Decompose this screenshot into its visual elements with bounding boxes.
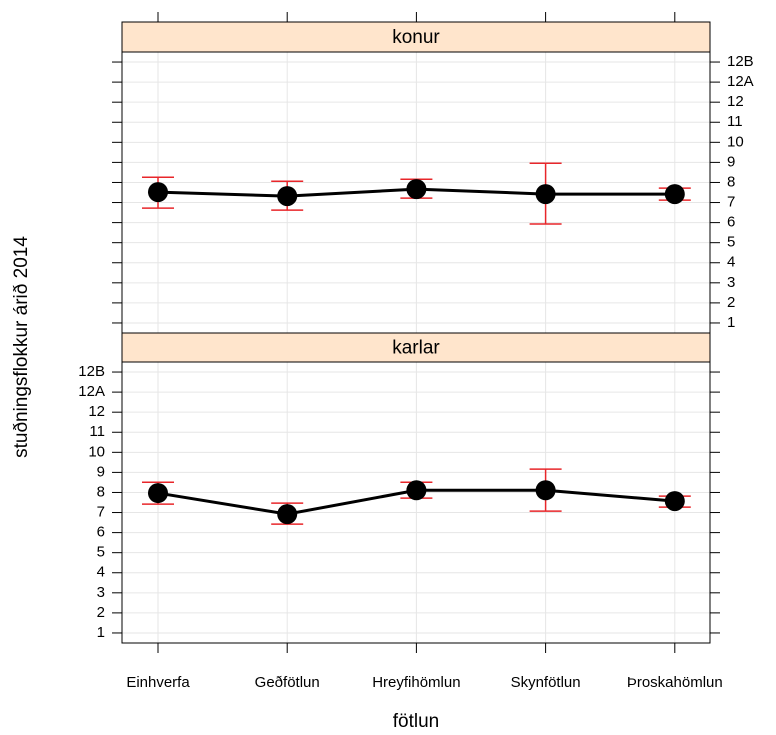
y-tick-label: 10 bbox=[88, 443, 105, 460]
y-tick-label: 12B bbox=[78, 363, 105, 380]
point bbox=[664, 491, 685, 512]
y-tick-label: 7 bbox=[97, 504, 105, 521]
y-tick-label: 7 bbox=[727, 194, 735, 211]
y-tick-label: 12 bbox=[88, 403, 105, 420]
point bbox=[535, 480, 556, 501]
x-tick-label: Skynfötlun bbox=[511, 674, 581, 691]
x-tick-label: Þroskahömlun bbox=[627, 674, 723, 691]
x-tick-label: Hreyfihömlun bbox=[372, 674, 460, 691]
strip bbox=[121, 332, 711, 363]
y-tick-label: 1 bbox=[727, 314, 735, 331]
y-tick-label: 9 bbox=[727, 153, 735, 170]
y-tick-label: 8 bbox=[727, 173, 735, 190]
panel-title: karlar bbox=[392, 338, 440, 359]
y-tick-label: 6 bbox=[97, 524, 105, 541]
point bbox=[277, 504, 298, 525]
y-tick-label: 12A bbox=[727, 73, 754, 90]
point bbox=[664, 184, 685, 205]
point bbox=[406, 480, 427, 501]
point bbox=[535, 184, 556, 205]
y-tick-label: 1 bbox=[97, 624, 105, 641]
x-axis-label: fötlun bbox=[393, 711, 439, 732]
y-tick-label: 10 bbox=[727, 133, 744, 150]
y-tick-label: 6 bbox=[727, 214, 735, 231]
panel-title: konur bbox=[392, 27, 440, 48]
y-tick-label: 12A bbox=[78, 383, 105, 400]
y-tick-label: 8 bbox=[97, 483, 105, 500]
y-tick-label: 9 bbox=[97, 463, 105, 480]
point bbox=[148, 483, 168, 504]
y-tick-label: 5 bbox=[727, 234, 735, 251]
panel-frame bbox=[121, 361, 711, 644]
strip bbox=[121, 21, 711, 53]
y-axis-label: stuðningsflokkur árið 2014 bbox=[11, 236, 32, 458]
x-tick-label: Geðfötlun bbox=[255, 674, 320, 691]
y-tick-label: 4 bbox=[97, 564, 105, 581]
y-tick-label: 4 bbox=[727, 254, 735, 271]
point bbox=[406, 179, 427, 200]
x-tick-label: Einhverfa bbox=[126, 674, 190, 691]
y-tick-label: 12B bbox=[727, 53, 754, 70]
y-tick-label: 2 bbox=[97, 604, 105, 621]
point bbox=[148, 182, 168, 203]
y-tick-label: 2 bbox=[727, 294, 735, 311]
y-tick-label: 11 bbox=[89, 423, 105, 440]
y-tick-label: 11 bbox=[727, 113, 743, 130]
y-tick-label: 5 bbox=[97, 544, 105, 561]
y-tick-label: 3 bbox=[727, 274, 735, 291]
point bbox=[277, 186, 298, 207]
y-tick-label: 3 bbox=[97, 584, 105, 601]
y-tick-label: 12 bbox=[727, 93, 744, 110]
